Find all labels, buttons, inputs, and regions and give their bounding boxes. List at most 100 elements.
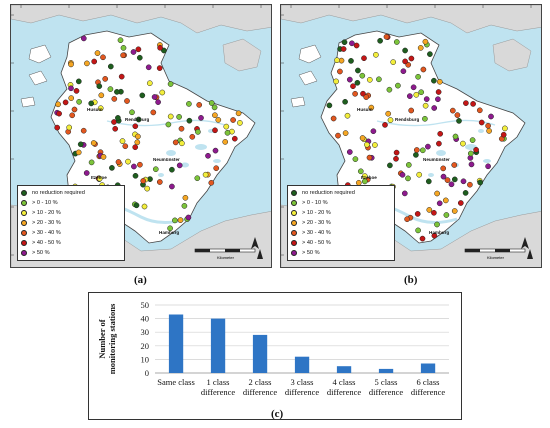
station-dot bbox=[186, 117, 193, 124]
lake bbox=[166, 150, 176, 156]
station-dot bbox=[112, 125, 119, 132]
station-dot bbox=[366, 154, 373, 161]
station-dot bbox=[346, 76, 353, 83]
scale-label-a: Kilometer bbox=[217, 255, 235, 260]
station-dot bbox=[413, 147, 420, 153]
station-dot bbox=[377, 37, 383, 44]
neighbor-land bbox=[281, 5, 541, 34]
island bbox=[290, 96, 306, 108]
legend-label: > 50 % bbox=[302, 250, 320, 256]
station-dot bbox=[94, 50, 101, 56]
bar bbox=[252, 334, 268, 373]
station-dot bbox=[361, 178, 368, 185]
station-dot bbox=[231, 135, 238, 142]
station-dot bbox=[111, 96, 118, 102]
legend-item: > 50 % bbox=[291, 248, 391, 258]
station-dot bbox=[125, 158, 131, 165]
station-dot bbox=[469, 137, 476, 143]
station-dot bbox=[443, 212, 450, 218]
station-dot bbox=[120, 45, 127, 51]
station-dot bbox=[80, 127, 87, 134]
station-dot bbox=[462, 190, 469, 196]
station-dot bbox=[211, 104, 218, 111]
station-dot bbox=[352, 156, 359, 162]
station-dot bbox=[434, 221, 440, 228]
station-dot bbox=[415, 227, 421, 234]
station-dot bbox=[115, 115, 121, 121]
station-dot bbox=[172, 139, 179, 146]
station-dot bbox=[346, 149, 353, 155]
station-dot bbox=[460, 178, 467, 185]
station-dot bbox=[408, 55, 415, 62]
station-dot bbox=[440, 173, 447, 180]
station-dot bbox=[452, 133, 459, 140]
x-tick-label: 3 class difference bbox=[285, 377, 320, 397]
station-dot bbox=[385, 110, 392, 117]
panel-label-b: (b) bbox=[404, 274, 418, 286]
station-dot bbox=[405, 175, 411, 182]
station-dot bbox=[222, 139, 229, 145]
lake bbox=[428, 173, 434, 177]
station-dot bbox=[169, 166, 175, 173]
station-dot bbox=[451, 208, 458, 214]
lake bbox=[436, 150, 446, 156]
station-dot bbox=[413, 152, 419, 158]
station-dot bbox=[68, 61, 74, 68]
station-dot bbox=[370, 128, 377, 135]
station-dot bbox=[208, 100, 215, 106]
station-dot bbox=[96, 175, 103, 182]
station-dot bbox=[425, 178, 432, 185]
station-dot bbox=[111, 119, 117, 125]
station-dot bbox=[213, 165, 220, 172]
legend-label: > 50 % bbox=[32, 250, 50, 256]
station-dot bbox=[406, 93, 413, 99]
station-dot bbox=[62, 99, 69, 106]
station-dot bbox=[100, 154, 107, 160]
station-dot bbox=[402, 58, 408, 65]
station-dot bbox=[196, 102, 203, 108]
station-dot bbox=[66, 124, 73, 131]
city-label-itzehoe: Itzehoe bbox=[91, 175, 107, 180]
station-dot bbox=[341, 39, 348, 46]
legend-item: > 30 - 40 % bbox=[21, 228, 121, 238]
legend-label: > 10 - 20 % bbox=[32, 210, 61, 216]
station-dot bbox=[467, 181, 473, 188]
station-dot bbox=[115, 159, 122, 165]
station-dot bbox=[448, 181, 455, 188]
legend-item: > 30 - 40 % bbox=[291, 228, 391, 238]
station-dot bbox=[382, 122, 388, 128]
scale-bar-b: Kilometer bbox=[463, 247, 533, 261]
station-dot bbox=[167, 225, 173, 232]
station-dot bbox=[159, 89, 166, 96]
map-panel-b: Husum Rendsburg Neumünster Itzehoe Hambu… bbox=[280, 4, 542, 268]
legend-item: > 40 - 50 % bbox=[291, 238, 391, 248]
station-dot bbox=[76, 98, 82, 105]
legend-item: > 0 - 10 % bbox=[291, 198, 391, 208]
station-dot bbox=[368, 104, 375, 111]
station-dot bbox=[54, 124, 61, 131]
station-dot bbox=[357, 168, 364, 175]
station-dot bbox=[473, 146, 479, 153]
station-dot bbox=[404, 216, 410, 223]
legend-item: no reduction required bbox=[291, 188, 391, 198]
station-dot bbox=[454, 112, 461, 118]
station-dot bbox=[131, 163, 137, 170]
station-dot bbox=[422, 102, 429, 109]
island bbox=[298, 44, 322, 64]
station-dot bbox=[476, 107, 483, 114]
station-dot bbox=[440, 165, 447, 172]
station-dot bbox=[485, 122, 491, 129]
station-dot bbox=[186, 101, 192, 107]
legend-swatch bbox=[291, 220, 297, 226]
station-dot bbox=[202, 171, 209, 178]
x-tick-label: 6 class difference bbox=[411, 377, 446, 397]
bar bbox=[294, 356, 310, 373]
station-dot bbox=[56, 110, 62, 117]
station-dot bbox=[151, 94, 158, 100]
station-dot bbox=[215, 117, 222, 123]
island bbox=[28, 70, 48, 86]
station-dot bbox=[431, 105, 438, 111]
lake bbox=[483, 159, 491, 163]
city-label-neumunster: Neumünster bbox=[153, 157, 180, 162]
canal bbox=[106, 119, 226, 127]
